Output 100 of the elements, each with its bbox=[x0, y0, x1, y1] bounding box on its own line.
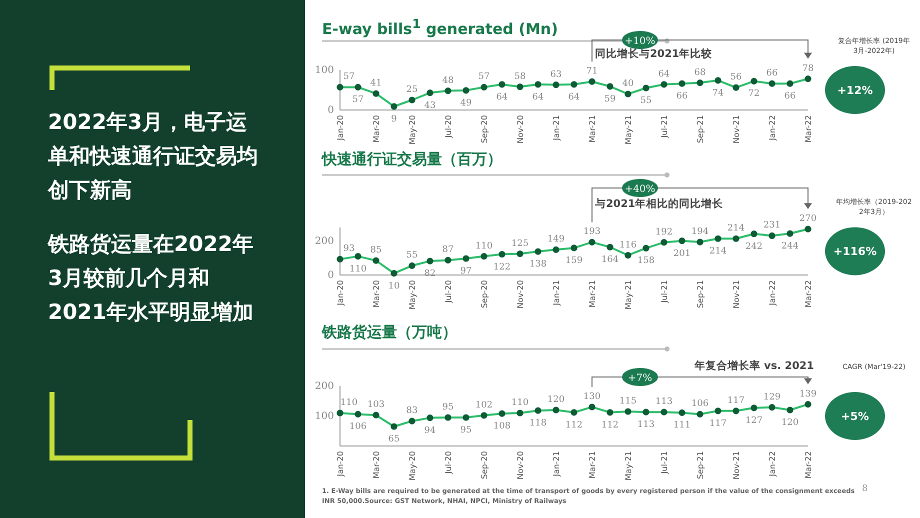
data-label: 59 bbox=[604, 94, 616, 104]
data-label: 57 bbox=[478, 72, 490, 82]
x-tick-label: Jul-20 bbox=[444, 115, 453, 139]
x-tick-label: Mar-20 bbox=[372, 115, 381, 143]
chart-title: 快速通行证交易量（百万） bbox=[322, 150, 502, 169]
data-label: 113 bbox=[655, 397, 673, 408]
data-label: 97 bbox=[460, 266, 472, 277]
data-label: 78 bbox=[802, 64, 814, 74]
text: +40% bbox=[624, 184, 656, 195]
data-label: 49 bbox=[460, 98, 472, 108]
data-label: 102 bbox=[475, 400, 493, 410]
text: +10% bbox=[624, 36, 656, 47]
data-label: 149 bbox=[547, 234, 565, 245]
data-label: 93 bbox=[343, 244, 355, 254]
data-label: 9 bbox=[391, 114, 398, 124]
text: +116% bbox=[833, 245, 877, 258]
data-label: 192 bbox=[655, 227, 673, 238]
data-label: 64 bbox=[496, 92, 508, 102]
data-label: 159 bbox=[565, 256, 583, 266]
data-label: 116 bbox=[619, 240, 637, 250]
data-label: 231 bbox=[763, 220, 781, 231]
data-label: 120 bbox=[547, 395, 565, 405]
chart-title: E-way bills$^{1}$ generated (Mn) bbox=[322, 16, 558, 38]
data-label: 158 bbox=[637, 256, 655, 266]
data-label: 85 bbox=[370, 246, 382, 256]
x-tick-label: Jul-20 bbox=[444, 451, 453, 475]
data-label: 57 bbox=[343, 72, 355, 82]
x-tick-label: Sep-21 bbox=[696, 280, 705, 308]
data-label: 55 bbox=[640, 96, 652, 106]
x-tick-label: Jan-22 bbox=[768, 115, 777, 142]
x-tick-label: May-20 bbox=[408, 280, 417, 310]
x-tick-label: Sep-20 bbox=[480, 115, 489, 144]
text: +5% bbox=[841, 410, 869, 423]
data-label: 103 bbox=[367, 400, 385, 410]
data-label: 110 bbox=[511, 398, 529, 408]
text: +12% bbox=[837, 84, 873, 97]
data-label: 83 bbox=[406, 406, 418, 416]
data-label: 72 bbox=[748, 89, 760, 100]
x-tick-label: Mar-22 bbox=[804, 115, 813, 143]
x-tick-label: Jan-22 bbox=[768, 280, 777, 306]
y-tick-label: 0 bbox=[328, 105, 334, 116]
data-label: 25 bbox=[406, 85, 418, 95]
data-label: 94 bbox=[424, 426, 436, 436]
data-label: 112 bbox=[601, 420, 619, 430]
x-tick-label: Sep-21 bbox=[696, 115, 705, 144]
y-tick-label: 100 bbox=[314, 65, 334, 76]
data-label: 66 bbox=[766, 68, 778, 79]
data-label: 214 bbox=[727, 224, 745, 234]
x-tick-label: May-21 bbox=[624, 280, 633, 310]
data-label: 64 bbox=[658, 69, 670, 80]
x-tick-label: Jul-20 bbox=[444, 280, 453, 304]
x-tick-label: Jan-22 bbox=[768, 451, 777, 478]
x-tick-label: Mar-22 bbox=[804, 451, 813, 479]
data-label: 115 bbox=[619, 396, 637, 406]
text: 8 bbox=[862, 484, 868, 494]
data-label: 127 bbox=[745, 416, 763, 426]
data-label: 65 bbox=[388, 434, 400, 444]
x-tick-label: Jan-20 bbox=[336, 451, 345, 478]
data-label: 108 bbox=[493, 422, 511, 432]
x-tick-label: Sep-20 bbox=[480, 280, 489, 308]
data-label: 117 bbox=[727, 396, 745, 406]
x-tick-label: May-21 bbox=[624, 115, 633, 144]
data-label: 66 bbox=[784, 92, 796, 102]
text: 与2021年相比的同比增长 bbox=[594, 197, 724, 210]
x-tick-label: Jul-21 bbox=[660, 115, 669, 139]
data-label: 214 bbox=[709, 246, 727, 257]
data-label: 106 bbox=[349, 422, 367, 432]
data-label: 113 bbox=[637, 420, 655, 430]
data-label: 10 bbox=[388, 281, 400, 292]
x-tick-label: Nov-20 bbox=[516, 451, 525, 480]
x-tick-label: Jul-21 bbox=[660, 451, 669, 475]
y-tick-label: 0 bbox=[328, 270, 334, 281]
x-tick-label: Jan-21 bbox=[552, 115, 561, 142]
x-tick-label: Nov-20 bbox=[516, 115, 525, 144]
data-label: 63 bbox=[550, 70, 562, 80]
data-label: 58 bbox=[514, 72, 526, 82]
data-label: 129 bbox=[763, 392, 781, 402]
data-label: 117 bbox=[709, 418, 727, 429]
x-tick-label: May-20 bbox=[408, 115, 417, 144]
data-label: 130 bbox=[583, 392, 601, 402]
data-label: 111 bbox=[673, 420, 691, 431]
x-tick-label: Mar-21 bbox=[588, 115, 597, 143]
x-tick-label: Jul-21 bbox=[660, 280, 669, 304]
x-tick-label: Mar-20 bbox=[372, 451, 381, 479]
x-tick-label: Jan-21 bbox=[552, 451, 561, 478]
x-tick-label: Mar-22 bbox=[804, 280, 813, 308]
x-tick-label: May-21 bbox=[624, 451, 633, 480]
x-tick-label: May-20 bbox=[408, 451, 417, 480]
data-label: 43 bbox=[424, 100, 436, 111]
x-tick-label: Nov-20 bbox=[516, 280, 525, 308]
data-label: 122 bbox=[493, 262, 511, 272]
x-tick-label: Mar-21 bbox=[588, 280, 597, 308]
data-label: 95 bbox=[442, 402, 454, 412]
data-label: 112 bbox=[565, 420, 583, 430]
data-label: 48 bbox=[442, 76, 454, 86]
text: 年复合增长率 vs. 2021 bbox=[693, 359, 814, 372]
data-label: 106 bbox=[691, 399, 709, 410]
data-label: 125 bbox=[511, 238, 529, 249]
data-label: 242 bbox=[745, 242, 763, 252]
text: 同比增长与2021年比较 bbox=[595, 47, 714, 60]
